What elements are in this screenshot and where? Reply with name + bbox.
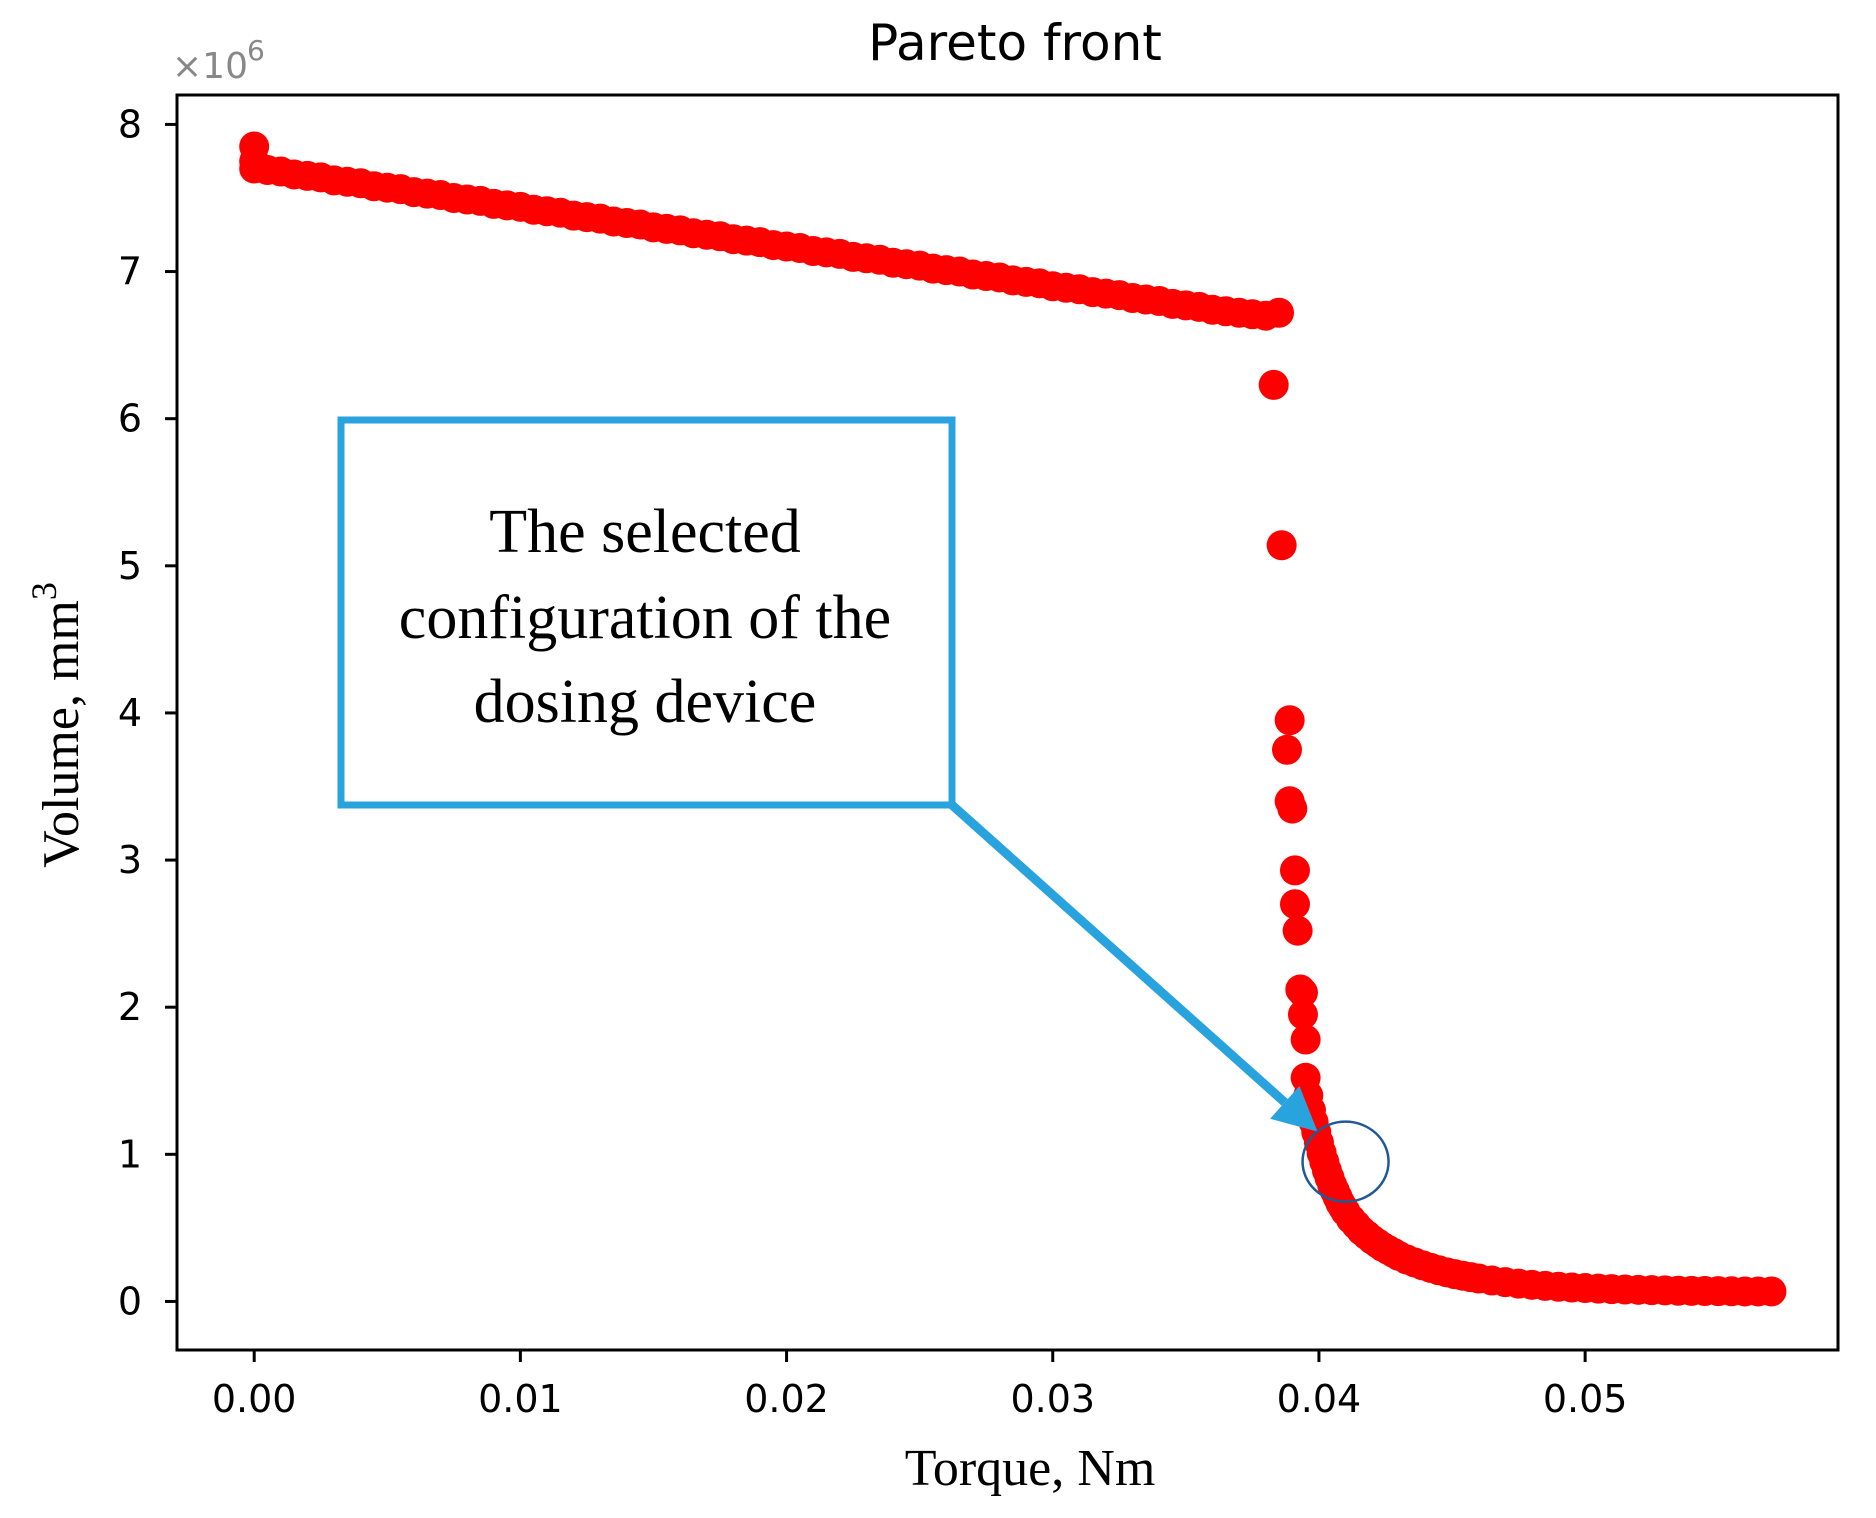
data-point bbox=[1279, 855, 1310, 886]
x-tick-label: 0.01 bbox=[478, 1377, 563, 1421]
x-tick-label: 0.05 bbox=[1543, 1377, 1628, 1421]
annotation-line-2: configuration of the bbox=[399, 584, 891, 652]
y-tick-label: 5 bbox=[118, 544, 142, 588]
y-axis: 0 1 2 3 4 5 6 7 8 bbox=[118, 102, 177, 1323]
annotation: The selected configuration of the dosing… bbox=[337, 416, 1390, 1203]
x-tick-label: 0.03 bbox=[1010, 1377, 1095, 1421]
y-tick-label: 0 bbox=[118, 1279, 142, 1323]
data-point bbox=[1264, 297, 1295, 328]
data-point bbox=[1282, 915, 1313, 946]
y-tick-label: 2 bbox=[118, 985, 142, 1029]
data-point bbox=[1287, 999, 1318, 1030]
annotation-box bbox=[337, 416, 956, 809]
data-point bbox=[1290, 1024, 1321, 1055]
y-multiplier-base: ×10 bbox=[172, 46, 248, 87]
data-point bbox=[1272, 734, 1302, 765]
y-multiplier: ×10 6 bbox=[172, 34, 265, 87]
y-tick-label: 3 bbox=[118, 838, 142, 882]
y-tick-label: 4 bbox=[118, 691, 142, 735]
data-point bbox=[1274, 705, 1305, 736]
y-axis-label: Volume, mm3 bbox=[24, 582, 90, 868]
selected-point-highlight bbox=[1301, 1120, 1390, 1203]
annotation-line-1: The selected bbox=[489, 498, 801, 566]
y-axis-label-text: Volume, mm bbox=[33, 600, 90, 868]
data-point bbox=[1756, 1276, 1787, 1307]
data-point bbox=[1279, 889, 1310, 920]
y-tick-label: 6 bbox=[118, 397, 142, 441]
annotation-arrow bbox=[949, 801, 1288, 1106]
data-point bbox=[1266, 530, 1297, 561]
x-tick-label: 0.02 bbox=[744, 1377, 829, 1421]
chart-title: Pareto front bbox=[868, 14, 1162, 72]
x-axis: 0.00 0.01 0.02 0.03 0.04 0.05 bbox=[212, 1350, 1628, 1421]
annotation-line-3: dosing device bbox=[474, 668, 817, 736]
x-axis-label: Torque, Nm bbox=[905, 1440, 1156, 1497]
data-point bbox=[1287, 977, 1318, 1008]
x-tick-label: 0.00 bbox=[212, 1377, 297, 1421]
data-point bbox=[1277, 793, 1308, 824]
plot-frame bbox=[175, 93, 1840, 1352]
y-multiplier-exponent: 6 bbox=[247, 34, 265, 67]
plot-layer bbox=[239, 131, 1787, 1307]
y-axis-label-superscript: 3 bbox=[24, 582, 64, 600]
data-point bbox=[1258, 369, 1289, 400]
svg-text:Volume, mm3: Volume, mm3 bbox=[24, 582, 90, 868]
y-tick-label: 1 bbox=[118, 1132, 142, 1176]
x-tick-label: 0.04 bbox=[1277, 1377, 1362, 1421]
y-tick-label: 8 bbox=[118, 102, 142, 146]
y-tick-label: 7 bbox=[118, 250, 142, 294]
annotation-arrowhead bbox=[1270, 1085, 1318, 1132]
